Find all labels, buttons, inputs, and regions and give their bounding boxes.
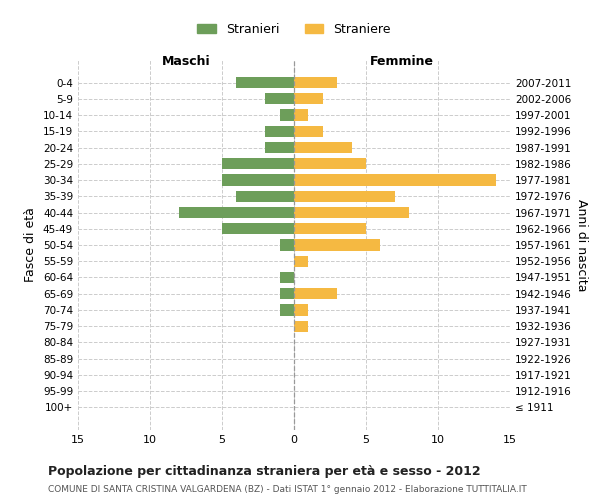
Bar [222, 158, 294, 170]
Bar [294, 256, 308, 267]
Bar [294, 158, 366, 170]
Bar [280, 110, 294, 120]
Bar [222, 174, 294, 186]
Bar [179, 207, 294, 218]
Text: Maschi: Maschi [161, 55, 211, 68]
Bar [294, 240, 380, 250]
Y-axis label: Fasce di età: Fasce di età [25, 208, 37, 282]
Bar [236, 190, 294, 202]
Bar [294, 126, 323, 137]
Bar [280, 240, 294, 250]
Text: COMUNE DI SANTA CRISTINA VALGARDENA (BZ) - Dati ISTAT 1° gennaio 2012 - Elaboraz: COMUNE DI SANTA CRISTINA VALGARDENA (BZ)… [48, 485, 527, 494]
Bar [265, 93, 294, 104]
Text: Popolazione per cittadinanza straniera per età e sesso - 2012: Popolazione per cittadinanza straniera p… [48, 465, 481, 478]
Bar [294, 110, 308, 120]
Bar [280, 272, 294, 283]
Bar [222, 223, 294, 234]
Bar [236, 77, 294, 88]
Bar [294, 190, 395, 202]
Legend: Stranieri, Straniere: Stranieri, Straniere [192, 18, 396, 41]
Bar [294, 223, 366, 234]
Bar [280, 304, 294, 316]
Bar [280, 288, 294, 300]
Bar [294, 93, 323, 104]
Bar [294, 207, 409, 218]
Bar [294, 288, 337, 300]
Bar [294, 320, 308, 332]
Bar [294, 142, 352, 153]
Bar [294, 174, 496, 186]
Y-axis label: Anni di nascita: Anni di nascita [575, 198, 588, 291]
Bar [294, 304, 308, 316]
Text: Femmine: Femmine [370, 55, 434, 68]
Bar [265, 142, 294, 153]
Bar [265, 126, 294, 137]
Bar [294, 77, 337, 88]
